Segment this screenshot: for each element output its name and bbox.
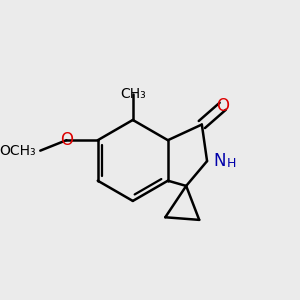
Text: O: O: [60, 131, 73, 149]
Text: CH₃: CH₃: [120, 87, 146, 101]
Text: O: O: [216, 97, 229, 115]
Text: OCH₃: OCH₃: [0, 144, 36, 158]
Text: H: H: [227, 157, 236, 170]
Text: N: N: [214, 152, 226, 170]
